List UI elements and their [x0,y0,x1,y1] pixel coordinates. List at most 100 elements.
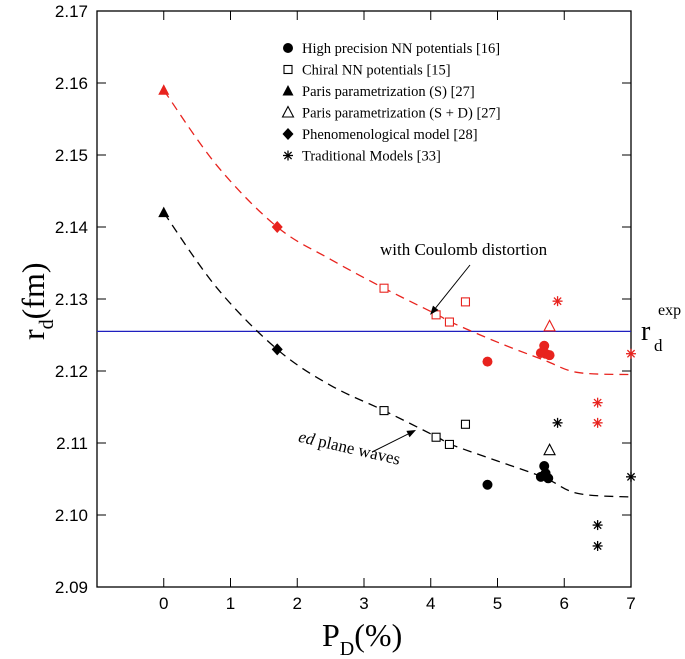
x-axis-label-suffix: (%) [354,617,402,653]
triangle-marker [158,206,170,218]
data-point-filled-circle [482,356,493,367]
y-tick-label: 2.12 [55,362,88,381]
asterisk-stroke [593,418,602,427]
data-point-open-triangle [543,443,556,456]
legend-label: Phenomenological model [28] [302,127,478,143]
circle-marker [283,43,293,53]
x-tick-label: 5 [493,594,502,613]
circle-marker [544,350,555,361]
x-tick-label: 7 [626,594,635,613]
y-axis-label-sub: d [36,319,58,329]
data-point-open-triangle [543,319,556,332]
y-tick-label: 2.15 [55,146,88,165]
data-point-filled-circle [544,350,555,361]
y-axis-label-main: r [15,329,51,340]
legend-marker-filled-circle [283,43,293,53]
x-axis-label-main: P [322,617,340,653]
y-tick-label: 2.09 [55,578,88,597]
circle-marker [539,340,550,351]
open-triangle-marker [543,319,556,332]
square-marker [444,439,454,449]
legend-label: High precision NN potentials [16] [302,41,500,57]
asterisk-stroke [283,151,293,160]
data-point-open-square [379,283,389,293]
circle-marker [482,479,493,490]
data-point-filled-triangle [158,84,170,95]
legend-label: Paris parametrization (S + D) [27] [302,106,501,122]
data-point-open-square [444,317,454,327]
data-point-open-square [460,419,471,429]
legend-label: Traditional Models [33] [302,149,441,165]
x-tick-label: 4 [426,594,435,613]
square-marker [379,406,389,416]
legend-label: Chiral NN potentials [15] [302,63,451,79]
annotation-coulomb: with Coulomb distortion [380,240,548,315]
data-point-filled-diamond [271,221,283,233]
square-marker [444,317,454,327]
square-marker [460,297,471,307]
asterisk-stroke [626,349,636,358]
annotation-plane-waves-arrow [371,433,409,453]
circle-marker [482,356,493,367]
data-point-asterisk [592,520,603,531]
open-triangle-marker [281,105,295,118]
data-point-filled-circle [482,479,493,490]
diamond-marker [271,221,283,233]
data-point-open-square [431,432,441,442]
triangle-marker [282,85,294,96]
data-point-open-square [460,297,471,307]
annotation-plane-waves: ed plane waves [297,427,402,469]
x-axis-label-text: PD(%) [322,617,402,659]
x-tick-label: 2 [293,594,302,613]
data-point-filled-circle [543,473,554,484]
y-tick-label: 2.14 [55,218,88,237]
annotation-plane-waves-text: ed plane waves [297,427,402,469]
y-tick-label: 2.11 [56,434,88,453]
square-marker [460,419,471,429]
data-point-open-square [379,406,389,416]
x-axis-label-sub: D [340,638,354,659]
y-axis-label-suffix: (fm) [15,262,51,319]
annotation-plane-waves-arrowhead [406,430,417,438]
annotation-coulomb-arrow [435,264,471,309]
data-point-asterisk [552,296,563,307]
x-tick-label: 0 [159,594,168,613]
y-tick-label: 2.10 [55,506,88,525]
asterisk-stroke [626,472,636,481]
square-marker [283,64,293,75]
circle-marker [543,473,554,484]
data-point-filled-circle [539,340,550,351]
y-axis-label: rd(fm) [15,262,58,340]
asterisk-stroke [593,521,602,530]
x-tick-label: 3 [359,594,368,613]
y-tick-label: 2.16 [55,74,88,93]
y-tick-label: 2.17 [55,2,88,21]
square-marker [379,283,389,293]
diamond-marker [271,343,283,356]
legend: High precision NN potentials [16] Chiral … [281,41,501,165]
asterisk-stroke [553,297,562,306]
data-point-asterisk [626,348,636,359]
x-tick-label: 6 [560,594,569,613]
data-point-filled-triangle [158,206,170,218]
y-axis-label-text: rd(fm) [15,262,58,340]
data-point-asterisk [592,540,603,551]
asterisk-stroke [553,418,562,427]
legend-marker-open-triangle [281,105,295,118]
fit-curve-coulomb [163,89,632,376]
triangle-marker [158,84,170,95]
ref-label-sup: exp [658,302,681,319]
ref-label-sub: d [654,336,663,355]
diamond-marker [282,128,294,140]
legend-marker-filled-triangle [282,85,294,96]
annotation-coulomb-arrowhead [430,305,439,315]
ref-label-main: r [641,316,651,347]
data-point-open-square [444,439,454,449]
open-triangle-marker [543,443,556,456]
data-point-asterisk [626,471,636,482]
annotation-plane-waves-label: plane waves [312,430,402,468]
asterisk-stroke [593,398,602,407]
x-tick-label: 1 [226,594,235,613]
data-point-asterisk [552,417,563,428]
